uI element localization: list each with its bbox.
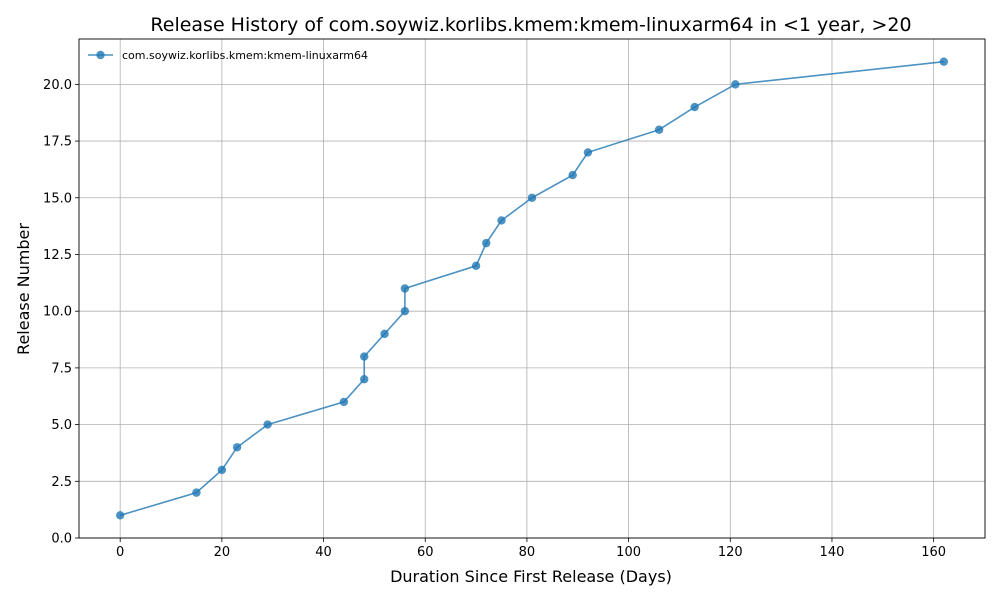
data-point — [471, 261, 481, 271]
data-point — [217, 465, 227, 475]
y-tick-label: 7.5 — [51, 361, 72, 376]
x-tick-label: 100 — [616, 545, 641, 560]
data-point — [360, 352, 369, 361]
y-axis-ticks: 0.0 2.5 5.0 7.5 10.0 12.5 15.0 17.5 20.0 — [43, 78, 79, 547]
data-point — [400, 306, 410, 316]
data-point — [939, 57, 949, 66]
x-tick-label: 160 — [921, 545, 946, 560]
y-tick-label: 12.5 — [43, 248, 72, 263]
plot-frame — [78, 38, 986, 539]
chart-title: Release History of com.soywiz.korlibs.km… — [150, 14, 911, 36]
data-point — [482, 238, 491, 248]
x-tick-label: 60 — [417, 545, 434, 560]
data-point — [527, 193, 537, 202]
x-tick-label: 40 — [315, 545, 332, 560]
y-tick-label: 0.0 — [51, 532, 72, 547]
data-point — [568, 170, 577, 180]
y-tick-label: 2.5 — [51, 475, 72, 490]
legend-marker — [96, 50, 105, 60]
grid-lines — [79, 39, 985, 539]
y-tick-label: 5.0 — [51, 418, 72, 433]
series-group — [115, 57, 949, 520]
data-point — [731, 80, 740, 89]
y-tick-label: 20.0 — [43, 78, 72, 93]
data-point — [360, 375, 369, 384]
y-tick-label: 17.5 — [43, 135, 72, 150]
x-axis-title: Duration Since First Release (Days) — [390, 567, 672, 586]
data-point — [583, 148, 593, 157]
y-tick-label: 10.0 — [43, 305, 72, 320]
x-tick-label: 80 — [519, 545, 536, 560]
legend-label: com.soywiz.korlibs.kmem:kmem-linuxarm64 — [122, 49, 368, 62]
data-point — [497, 216, 506, 225]
data-point — [192, 488, 201, 497]
data-point — [339, 397, 349, 407]
data-point — [654, 125, 664, 134]
data-point — [400, 284, 410, 293]
data-point — [690, 102, 699, 112]
data-point — [232, 443, 242, 452]
x-tick-label: 140 — [820, 545, 845, 560]
x-tick-label: 20 — [214, 545, 231, 560]
x-tick-label: 0 — [116, 545, 124, 560]
data-point — [380, 329, 389, 339]
x-axis-ticks: 0 20 40 60 80 100 120 140 160 — [116, 538, 946, 560]
legend: com.soywiz.korlibs.kmem:kmem-linuxarm64 — [88, 49, 368, 62]
data-point — [263, 420, 272, 429]
data-point — [115, 511, 125, 520]
y-axis-title: Release Number — [14, 223, 33, 355]
x-tick-label: 120 — [718, 545, 743, 560]
y-tick-label: 15.0 — [43, 191, 72, 206]
